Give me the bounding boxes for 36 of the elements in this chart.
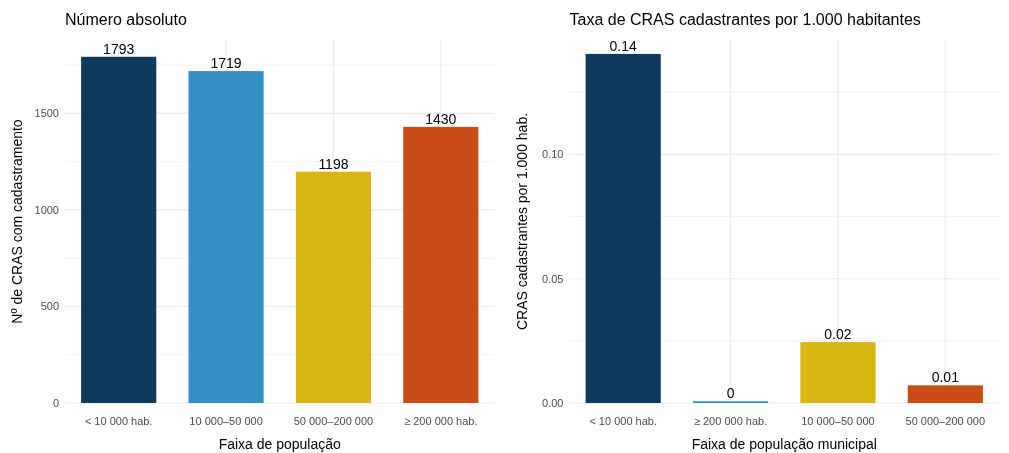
y-tick-label: 1500 [34,107,59,120]
data-label: 1719 [210,55,242,72]
x-tick-label: 10 000–50 000 [801,414,875,427]
data-label: 0 [726,385,735,402]
y-axis-title: CRAS cadastrantes por 1.000 hab. [513,112,530,331]
y-tick-label: 0.05 [542,272,564,285]
bar [403,126,479,403]
y-tick-label: 0.00 [542,397,564,410]
bar [800,342,876,403]
y-axis-title: Nº de CRAS com cadastramento [9,119,25,324]
bar [188,71,264,403]
y-tick-label: 1000 [34,203,59,216]
x-tick-label: 10 000–50 000 [189,414,263,427]
y-tick-label: 500 [40,300,59,313]
y-tick-label: 0.10 [542,148,564,161]
x-tick-label: < 10 000 hab. [84,414,153,427]
bar [81,56,157,403]
data-label: 1793 [103,40,135,57]
y-tick-label: 0 [52,397,59,410]
data-label: 0.02 [824,326,852,343]
data-label: 1430 [425,110,457,127]
x-tick-label: < 10 000 hab. [589,414,657,427]
x-tick-label: ≥ 200 000 hab. [404,414,478,427]
chart-title: Número absoluto [65,11,187,28]
chart-title: Taxa de CRAS cadastrantes por 1.000 habitantes [569,11,921,28]
bar [295,171,372,403]
data-label: 0.01 [931,369,960,386]
x-tick-label: 50 000–200 000 [293,414,374,427]
x-axis-title: Faixa de população municipal [691,436,877,452]
x-tick-label: ≥ 200 000 hab. [693,414,768,427]
x-axis-title: Faixa de população [218,436,342,452]
bar [907,385,983,403]
x-tick-label: 50 000–200 000 [905,414,986,427]
data-label: 1198 [318,155,349,172]
data-label: 0.14 [609,37,638,54]
bar [585,53,661,403]
